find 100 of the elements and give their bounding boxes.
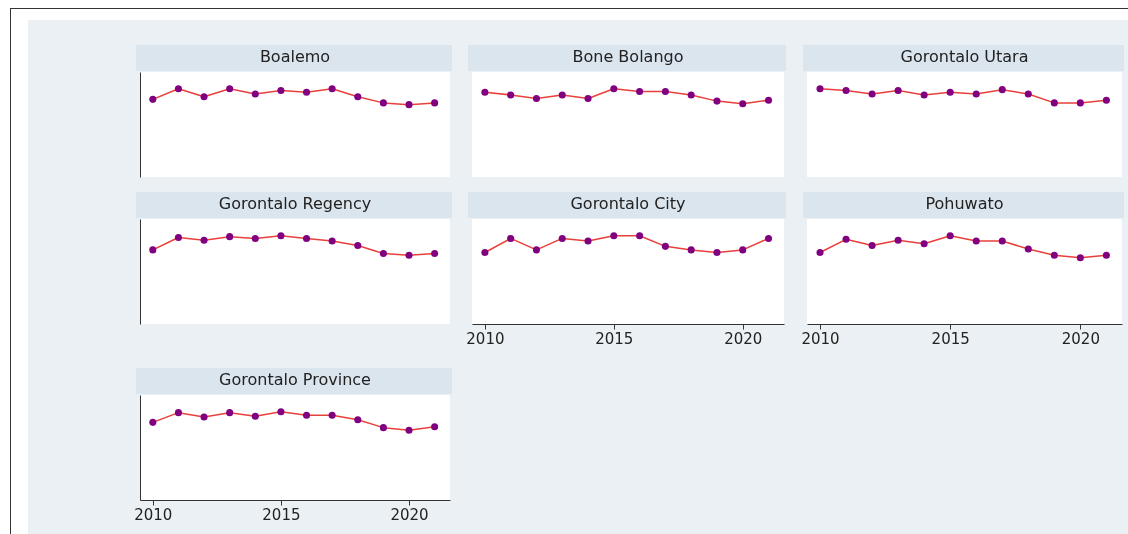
point	[405, 251, 413, 259]
point	[868, 90, 876, 98]
point	[1076, 99, 1084, 107]
point	[920, 240, 928, 248]
point	[200, 93, 208, 101]
point	[302, 234, 311, 242]
point	[277, 87, 285, 95]
point	[174, 85, 182, 93]
chart-title: Gorontalo Utara	[900, 47, 1029, 66]
point	[149, 246, 157, 254]
chart-title: Bone Bolango	[572, 47, 684, 66]
point	[998, 86, 1006, 94]
point	[226, 85, 234, 93]
point	[687, 91, 695, 99]
point	[149, 418, 157, 426]
point	[661, 87, 669, 95]
point	[328, 411, 336, 419]
point	[920, 91, 928, 99]
point	[302, 411, 311, 419]
x-tick-label: 2015	[595, 329, 634, 348]
point	[894, 236, 902, 244]
point	[532, 94, 540, 102]
point	[1050, 99, 1058, 107]
x-tick-label: 2020	[390, 505, 429, 524]
point	[405, 426, 413, 434]
point	[1024, 90, 1032, 98]
point	[739, 246, 747, 254]
point	[431, 249, 439, 257]
point	[636, 232, 644, 240]
point	[200, 413, 208, 421]
point	[713, 249, 721, 257]
point	[894, 87, 902, 95]
x-tick-label: 2010	[801, 329, 840, 348]
point	[431, 99, 439, 107]
point	[610, 85, 618, 93]
point	[277, 408, 285, 416]
x-tick-label: 2020	[724, 329, 763, 348]
x-tick-label: 2015	[931, 329, 970, 348]
point	[149, 95, 157, 103]
x-tick-label: 2010	[134, 505, 173, 524]
point	[610, 232, 618, 240]
point	[842, 235, 850, 243]
point	[1102, 251, 1110, 259]
point	[354, 93, 362, 101]
point	[251, 90, 259, 98]
point	[946, 88, 954, 96]
chart-title: Gorontalo Province	[219, 370, 371, 389]
point	[558, 234, 566, 242]
point	[842, 87, 850, 95]
point	[868, 241, 876, 249]
point	[713, 97, 721, 105]
point	[764, 234, 773, 242]
point	[584, 237, 592, 245]
point	[1076, 254, 1084, 262]
point	[972, 90, 980, 98]
point	[379, 424, 387, 432]
x-tick-label: 2015	[262, 505, 301, 524]
x-tick-label: 2020	[1061, 329, 1100, 348]
chart-title: Gorontalo City	[570, 194, 686, 213]
point	[661, 242, 669, 250]
point	[816, 85, 824, 93]
chart-title: Gorontalo Regency	[218, 194, 372, 213]
point	[764, 96, 773, 104]
point	[532, 246, 540, 254]
point	[507, 91, 515, 99]
point	[507, 234, 515, 242]
point	[226, 409, 234, 417]
point	[1102, 96, 1110, 104]
point	[972, 237, 980, 245]
point	[174, 409, 182, 417]
point	[946, 232, 954, 240]
point	[687, 246, 695, 254]
point	[739, 100, 747, 108]
point	[481, 249, 489, 257]
point	[998, 237, 1006, 245]
x-tick-label: 2010	[466, 329, 505, 348]
point	[405, 101, 413, 109]
point	[816, 249, 824, 257]
point	[328, 85, 336, 93]
point	[584, 94, 592, 102]
point	[354, 416, 362, 424]
point	[1024, 245, 1032, 253]
point	[379, 249, 387, 257]
point	[354, 241, 362, 249]
chart-title: Pohuwato	[925, 194, 1004, 213]
point	[431, 423, 439, 431]
point	[379, 99, 387, 107]
point	[251, 234, 259, 242]
chart-title: Boalemo	[259, 47, 331, 66]
point	[481, 88, 489, 96]
point	[636, 87, 644, 95]
point	[328, 237, 336, 245]
point	[1050, 251, 1058, 259]
point	[200, 236, 208, 244]
point	[174, 234, 182, 242]
point	[251, 412, 259, 420]
point	[558, 91, 566, 99]
point	[226, 233, 234, 241]
point	[277, 232, 285, 240]
point	[302, 88, 311, 96]
